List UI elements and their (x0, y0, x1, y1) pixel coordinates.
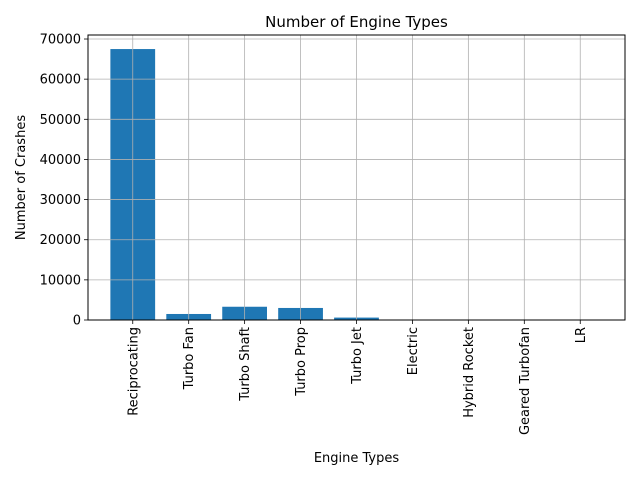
x-tick-label: Turbo Jet (350, 327, 365, 385)
y-tick-label: 50000 (40, 113, 81, 128)
x-tick-label: Turbo Prop (294, 327, 309, 397)
x-tick-label: Electric (406, 327, 421, 375)
x-tick-label: Turbo Shaft (238, 327, 253, 402)
y-tick-label: 40000 (40, 153, 81, 168)
chart-title: Number of Engine Types (265, 13, 448, 31)
y-tick-label: 70000 (40, 33, 81, 48)
x-tick-label: Geared Turbofan (518, 327, 533, 435)
y-tick-label: 60000 (40, 73, 81, 88)
x-tick-label: Turbo Fan (182, 327, 197, 390)
y-tick-label: 10000 (40, 273, 81, 288)
y-axis-label: Number of Crashes (14, 115, 29, 240)
y-tick-label: 20000 (40, 233, 81, 248)
x-axis-ticks: Reciprocating Turbo Fan Turbo Shaft Turbo P… (126, 320, 589, 435)
y-tick-label: 30000 (40, 193, 81, 208)
x-tick-label: Reciprocating (126, 327, 141, 416)
y-tick-label: 0 (73, 314, 81, 329)
x-axis-label: Engine Types (314, 451, 400, 466)
x-tick-label: Hybrid Rocket (462, 327, 477, 418)
x-tick-label: LR (574, 327, 589, 343)
y-axis-ticks: 0 10000 20000 30000 40000 50000 60000 70000 (40, 33, 88, 329)
